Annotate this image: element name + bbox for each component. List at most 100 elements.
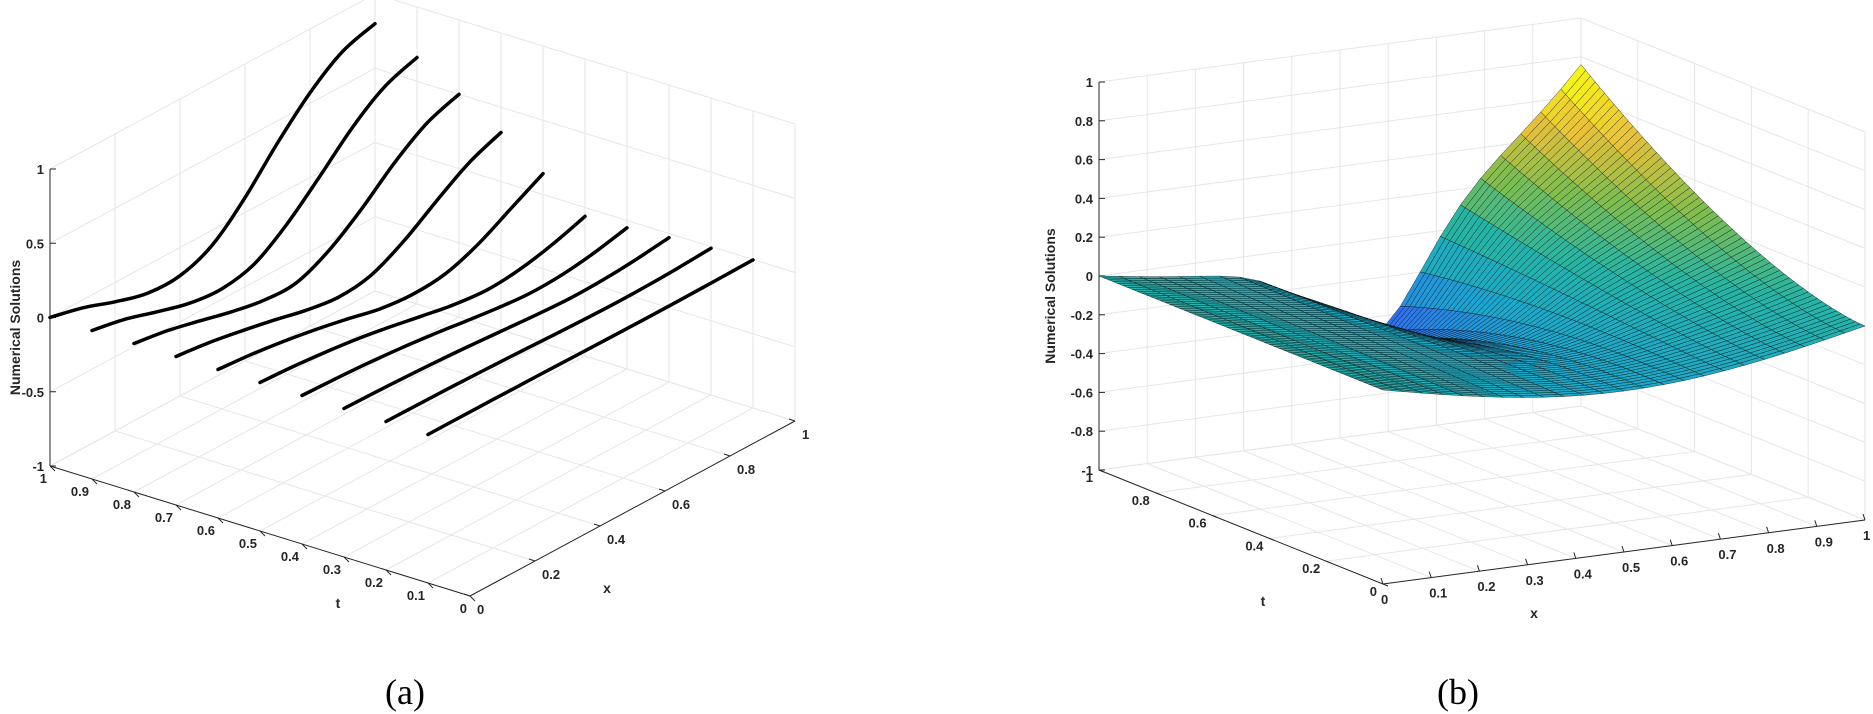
panel-a-z-label: Numerical Solutions <box>7 260 23 396</box>
panel-a-t-tick-label: 0.4 <box>281 549 300 564</box>
panel-b-t-tick-mark <box>1212 515 1218 519</box>
panel-b-t-tick-mark <box>1326 560 1332 564</box>
panel-b-x-tick-mark <box>1717 533 1721 540</box>
panel-b-z-tick-label: -1 <box>1081 463 1093 478</box>
panel-b-z-tick-label: 0.6 <box>1075 153 1093 168</box>
panel-b-x-tick-label: 0.8 <box>1767 541 1785 556</box>
panel-a-grid-t <box>217 46 544 519</box>
panel-b-surface <box>1098 64 1866 398</box>
panel-b-z-tick-label: -0.8 <box>1071 424 1093 439</box>
panel-b-x-tick-mark <box>1573 552 1577 559</box>
panel-b-x-tick-mark <box>1525 558 1529 565</box>
panel-b-t-tick-label: 1 <box>1086 470 1093 485</box>
panel-a-t-tick-mark <box>427 582 434 589</box>
panel-a-grid-x <box>179 99 601 527</box>
panel-a-x-tick-mark <box>723 453 731 457</box>
panel-a-t-label: t <box>336 595 341 611</box>
panel-a-x-tick-label: 0 <box>477 602 484 617</box>
panel-b-x-tick-label: 0.1 <box>1429 586 1447 601</box>
panel-b-z-tick-label: 0.2 <box>1075 230 1093 245</box>
panel-a-x-tick-label: 0.6 <box>672 497 690 512</box>
panel-a-t-tick-label: 1 <box>40 471 47 486</box>
panel-a-grid-x <box>114 134 536 562</box>
panel-a-grid-x <box>244 64 666 492</box>
panel-a-x-tick-mark <box>788 418 796 422</box>
panel-a-curve-t0.6 <box>216 171 545 372</box>
panel-b-grid-z <box>1098 56 1866 172</box>
panel-b-t-tick-label: 0.8 <box>1132 493 1150 508</box>
caption-b: (b) <box>1437 672 1479 712</box>
panel-b-t-axis <box>1098 469 1384 585</box>
panel-b-x-tick-mark <box>1766 526 1770 533</box>
panel-a-t-tick-mark <box>91 478 98 485</box>
panel-b-t-tick-mark <box>1382 583 1389 587</box>
panel-b-z-tick-label: 0 <box>1086 269 1093 284</box>
panel-a-x-tick-mark <box>593 523 601 527</box>
caption-a: (a) <box>385 672 425 712</box>
panel-a-t-tick-label: 0.6 <box>197 523 215 538</box>
panel-b-t-tick-label: 0.6 <box>1189 516 1207 531</box>
panel-a-t-tick-label: 0.2 <box>365 575 383 590</box>
panel-b-t-tick-mark <box>1098 469 1105 473</box>
panel-a-z-tick-label: 0 <box>37 311 44 326</box>
panel-a-t-tick-mark <box>301 543 308 550</box>
panel-a-curve-t0.8 <box>132 92 461 346</box>
panel-a-t-tick-label: 0.7 <box>155 510 173 525</box>
panel-b-z-tick-label: -0.6 <box>1071 385 1093 400</box>
panel-b-z-tick-label: 0.4 <box>1075 191 1094 206</box>
panel-b-x-tick-label: 1 <box>1863 528 1870 543</box>
panel-a-grid-t <box>133 20 460 493</box>
panel-b-x-tick-mark <box>1862 513 1866 521</box>
panel-b-x-tick-label: 0.7 <box>1718 547 1736 562</box>
panel-a-curve-t0.3 <box>342 235 671 411</box>
panel-a-grid-z <box>49 0 796 170</box>
panel-a-grid-z <box>49 290 796 467</box>
panel-b-t-tick-mark <box>1155 492 1161 496</box>
panel-a-t-tick-label: 0 <box>460 601 467 616</box>
panel-a-t-tick-mark <box>385 569 392 576</box>
panel-b-x-tick-label: 0.3 <box>1526 573 1544 588</box>
panel-b-t-tick-label: 0.2 <box>1302 561 1320 576</box>
panel-b-z-label: Numerical Solutions <box>1042 228 1058 364</box>
panel-a-chart: -1 -0.5 0 0.5 1 0 0.1 0.2 0.3 0.4 0.5 0.6 0.7 0.8 0.9 1… <box>7 0 809 617</box>
panel-b-z-tick-label: 1 <box>1086 75 1093 90</box>
panel-b-x-tick-mark <box>1814 520 1818 527</box>
panel-a-x-tick-label: 0.8 <box>737 462 755 477</box>
panel-b-x-tick-label: 0.5 <box>1622 560 1640 575</box>
panel-a-x-tick-label: 0.2 <box>542 567 560 582</box>
panel-a-t-tick-mark <box>259 530 266 537</box>
panel-b-grid-z <box>1098 17 1866 133</box>
panel-b-x-tick-label: 0 <box>1381 592 1388 607</box>
panel-b-x-tick-mark <box>1380 577 1384 585</box>
panel-a-x-tick-label: 0.4 <box>607 532 626 547</box>
panel-b-t-tick-label: 0 <box>1370 584 1377 599</box>
panel-a-curve-t0.1 <box>426 258 755 437</box>
panel-a-curve-t1 <box>48 21 377 320</box>
panel-a-x-label: x <box>603 580 611 596</box>
panel-b-x-tick-mark <box>1476 565 1480 572</box>
panel-a-curve-t0.9 <box>90 55 419 333</box>
panel-a-x-tick-mark <box>658 488 666 492</box>
panel-a-t-tick-label: 0.1 <box>407 588 425 603</box>
panel-a-curve-t0.2 <box>384 246 713 424</box>
panel-b-t-tick-label: 0.4 <box>1245 538 1264 553</box>
panel-b-t-tick-mark <box>1269 537 1275 541</box>
panel-a-grid-t <box>91 7 418 480</box>
panel-a-t-tick-mark <box>469 595 476 602</box>
panel-b-surface-facet <box>1839 323 1866 334</box>
panel-b-t-label: t <box>1261 593 1266 609</box>
panel-b-grid-z <box>1098 405 1866 521</box>
panel-a-t-tick-mark <box>133 491 140 498</box>
panel-a-t-tick-mark <box>343 556 350 563</box>
panel-a-t-tick-mark <box>175 504 182 511</box>
panel-b-x-label: x <box>1530 605 1538 621</box>
panel-a-grid-z <box>49 141 796 318</box>
panel-b-x-tick-mark <box>1669 539 1673 546</box>
panel-a-t-tick-label: 0.9 <box>71 484 89 499</box>
panel-b-z-tick-label: 0.8 <box>1075 114 1093 129</box>
panel-a-z-tick-label: 0.5 <box>26 236 44 251</box>
panel-b-x-tick-label: 0.6 <box>1670 554 1688 569</box>
panel-b-chart: -1 -0.8 -0.6 -0.4 -0.2 0 0.2 0.4 0.6 0.8 1 0 0.2 0.4 0… <box>1042 17 1870 621</box>
panel-a-curve-t0.5 <box>258 214 587 385</box>
